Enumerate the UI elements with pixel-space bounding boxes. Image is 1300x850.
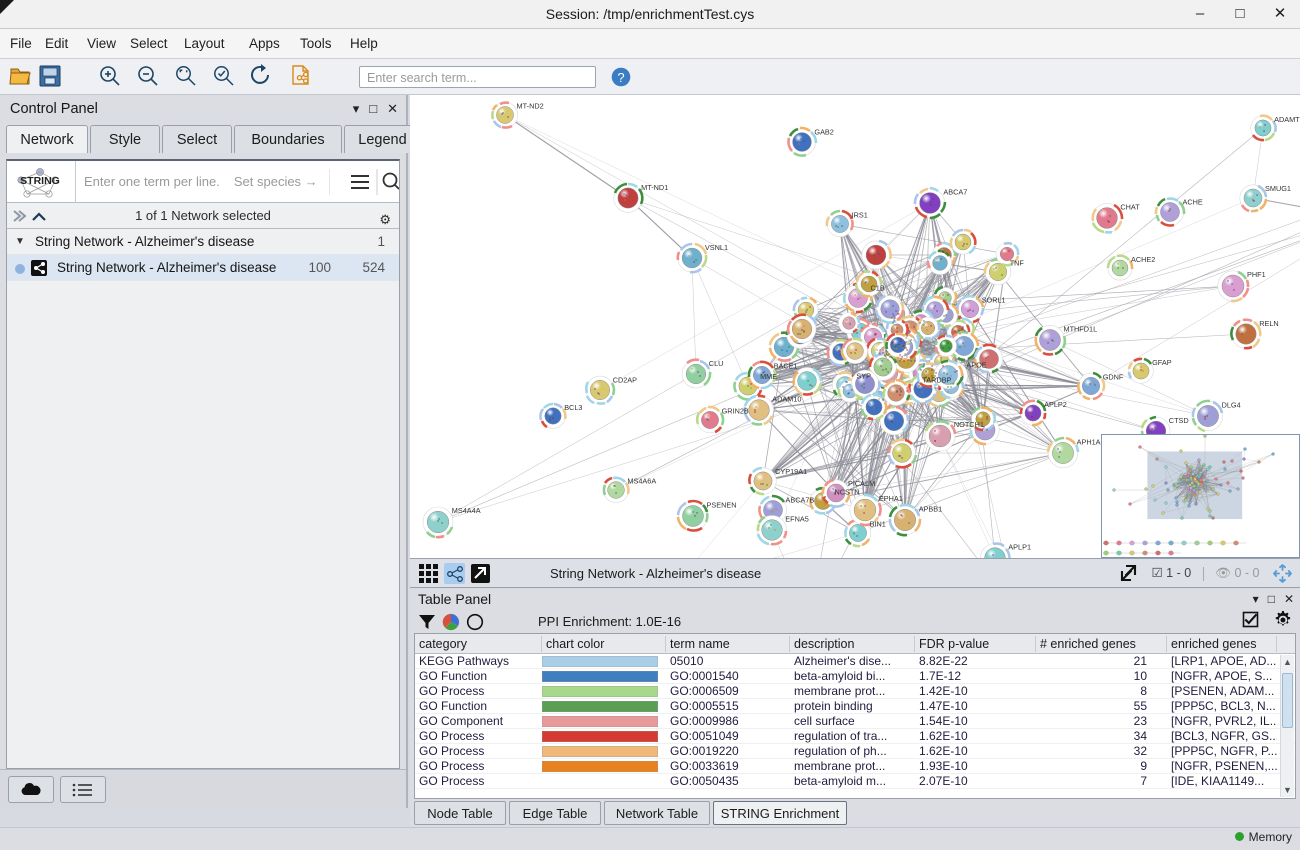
svg-text:CD2AP: CD2AP <box>613 375 637 384</box>
svg-text:CHAT: CHAT <box>1120 203 1140 212</box>
svg-text:MME: MME <box>760 372 777 381</box>
svg-text:MS4A4A: MS4A4A <box>452 506 481 515</box>
svg-text:?: ? <box>617 70 624 85</box>
svg-text:STRING: STRING <box>20 175 60 187</box>
svg-text:C1B: C1B <box>871 284 885 293</box>
svg-text:NOTCH1: NOTCH1 <box>954 420 984 429</box>
svg-text:GFAP: GFAP <box>1152 358 1172 367</box>
svg-text:PHF1: PHF1 <box>1247 270 1266 279</box>
svg-text:BACE1: BACE1 <box>774 361 798 370</box>
svg-text:SMUG1: SMUG1 <box>1265 184 1291 193</box>
svg-text:GDNF: GDNF <box>1103 372 1124 381</box>
svg-text:ABCA7B: ABCA7B <box>786 496 815 505</box>
svg-text:APOE: APOE <box>966 361 986 370</box>
svg-text:CTSD: CTSD <box>1169 416 1189 425</box>
svg-text:TARDBP: TARDBP <box>922 376 951 385</box>
svg-text:MS4A6A: MS4A6A <box>627 477 656 486</box>
svg-text:ADAM10: ADAM10 <box>772 395 801 404</box>
svg-text:ADAMTS2: ADAMTS2 <box>1274 115 1300 124</box>
svg-text:PICALM: PICALM <box>848 479 875 488</box>
svg-text:APLP2: APLP2 <box>1044 400 1067 409</box>
svg-text:APH1A: APH1A <box>1077 437 1101 446</box>
svg-text:BIN1: BIN1 <box>870 519 886 528</box>
svg-text:MT-ND1: MT-ND1 <box>641 183 668 192</box>
svg-text:BCL3: BCL3 <box>564 403 582 412</box>
svg-text:ACHE: ACHE <box>1183 198 1203 207</box>
svg-text:SORL1: SORL1 <box>982 295 1006 304</box>
svg-text:SYP: SYP <box>856 372 871 381</box>
svg-text:GAB2: GAB2 <box>814 128 833 137</box>
svg-text:VSNL1: VSNL1 <box>705 243 728 252</box>
svg-text:IRS1: IRS1 <box>852 210 868 219</box>
svg-text:RELN: RELN <box>1259 319 1278 328</box>
svg-text:DLG4: DLG4 <box>1222 400 1241 409</box>
svg-text:MTHFD1L: MTHFD1L <box>1064 325 1098 334</box>
svg-text:APLP1: APLP1 <box>1008 543 1031 552</box>
svg-text:TNF: TNF <box>1010 258 1025 267</box>
svg-text:MT-ND2: MT-ND2 <box>517 102 544 111</box>
svg-text:EFNA5: EFNA5 <box>785 515 809 524</box>
svg-text:GRIN2B: GRIN2B <box>722 406 749 415</box>
svg-text:CYP19A1: CYP19A1 <box>775 467 807 476</box>
svg-text:NCSTN: NCSTN <box>835 488 860 497</box>
svg-text:ABCA7: ABCA7 <box>943 188 967 197</box>
svg-text:ACHE2: ACHE2 <box>1131 255 1155 264</box>
svg-text:PSENEN: PSENEN <box>707 501 737 510</box>
svg-text:EPHA1: EPHA1 <box>879 494 903 503</box>
svg-text:CLU: CLU <box>709 359 724 368</box>
svg-text:APBB1: APBB1 <box>919 504 943 513</box>
